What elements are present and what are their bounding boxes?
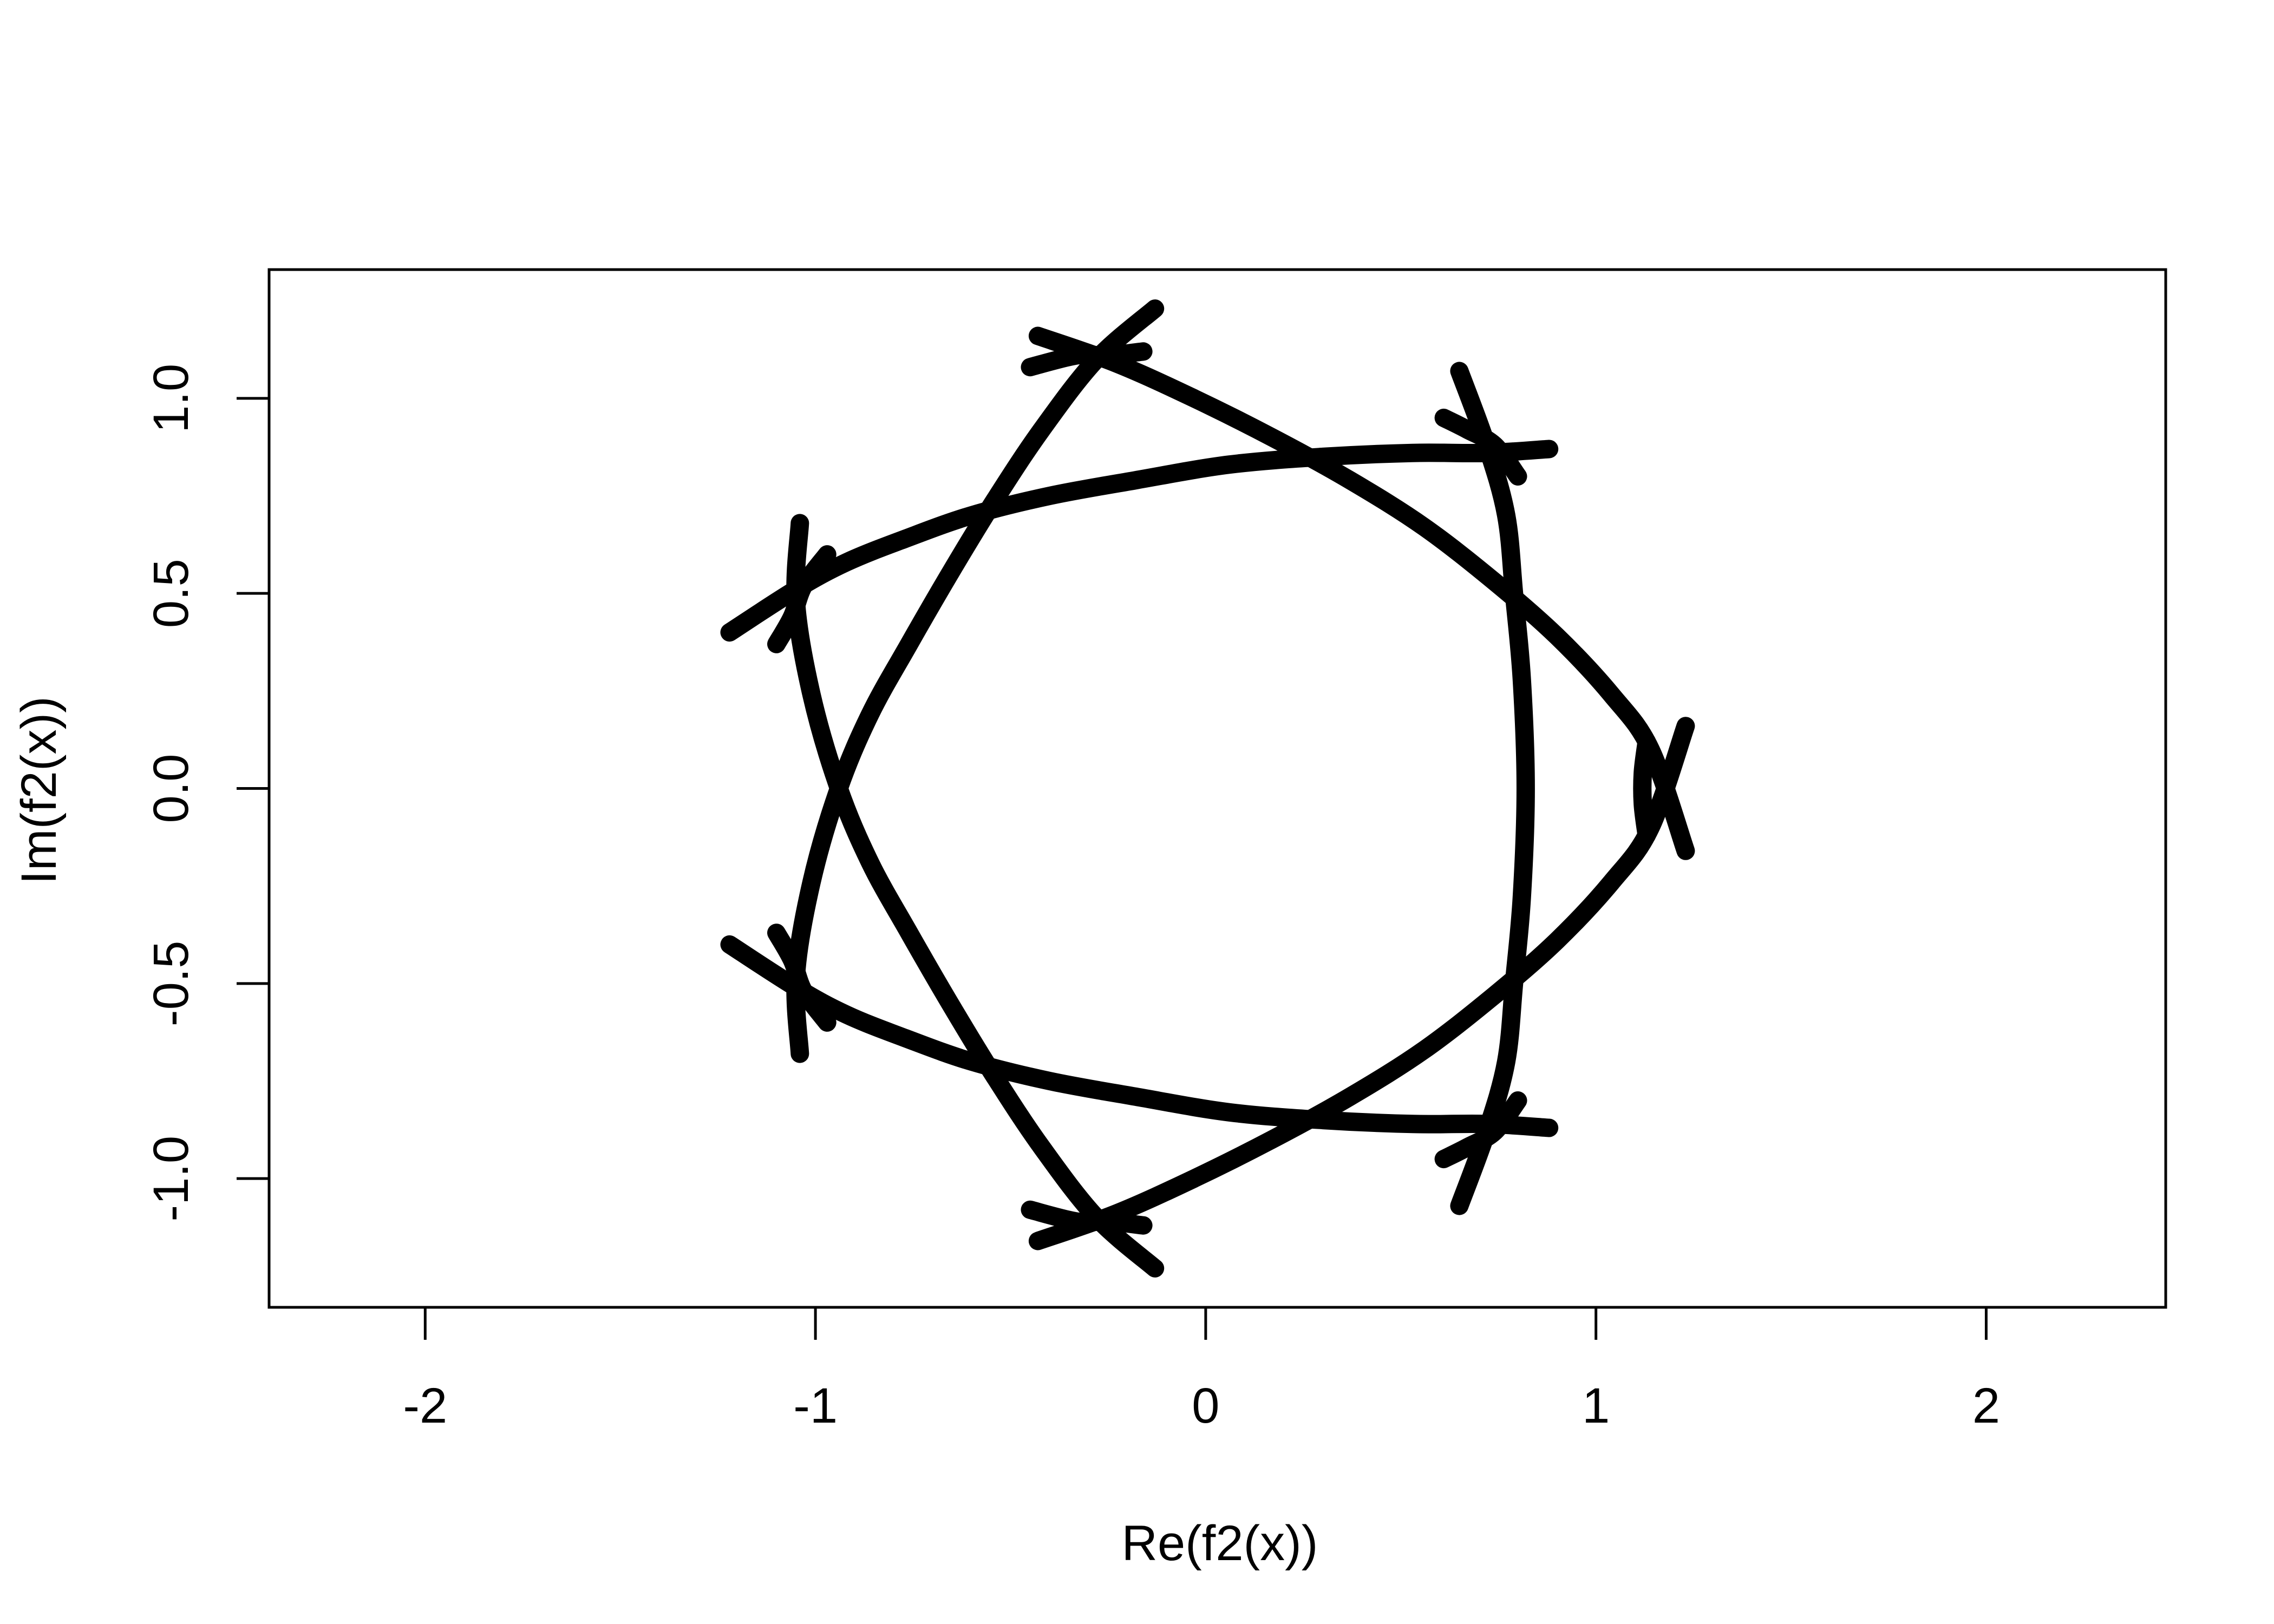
plot-area-frame: [267, 268, 2167, 1309]
y-tick-label: 1.0: [143, 364, 199, 433]
y-axis-label: Im(f2(x)): [11, 696, 67, 884]
series-line-9: [1021, 1200, 1153, 1235]
x-tick-label: -1: [793, 1378, 838, 1433]
series-line-4: [1028, 717, 1695, 1250]
series-line-7: [1450, 362, 1535, 1215]
series-line-12: [1434, 408, 1527, 486]
x-tick-label: 1: [1582, 1378, 1610, 1433]
series-line-11: [767, 924, 837, 1032]
x-tick-label: -2: [403, 1378, 447, 1433]
y-tick-label: 0.0: [143, 754, 199, 823]
series-line-1: [720, 440, 1559, 642]
series-line-3: [1028, 326, 1695, 860]
series-line-5: [786, 299, 1165, 1063]
series-line-13: [1434, 1091, 1527, 1169]
y-tick-label: 0.5: [143, 559, 199, 628]
series-line-8: [1021, 342, 1153, 377]
x-axis: -2 -1 0 1 2: [403, 1306, 2000, 1433]
x-tick-label: 0: [1192, 1378, 1219, 1433]
x-axis-label: Re(f2(x)): [1122, 1516, 1318, 1571]
y-tick-label: -0.5: [143, 941, 199, 1027]
series-line-14: [1633, 732, 1656, 844]
x-tick-label: 2: [1972, 1378, 2000, 1433]
y-tick-label: -1.0: [143, 1136, 199, 1222]
series-line-10: [767, 545, 837, 653]
y-axis: -1.0 -0.5 0.0 0.5 1.0: [143, 364, 271, 1222]
series-line-2: [720, 935, 1559, 1137]
series-line-6: [786, 514, 1165, 1278]
curve-layer: [720, 299, 1695, 1278]
